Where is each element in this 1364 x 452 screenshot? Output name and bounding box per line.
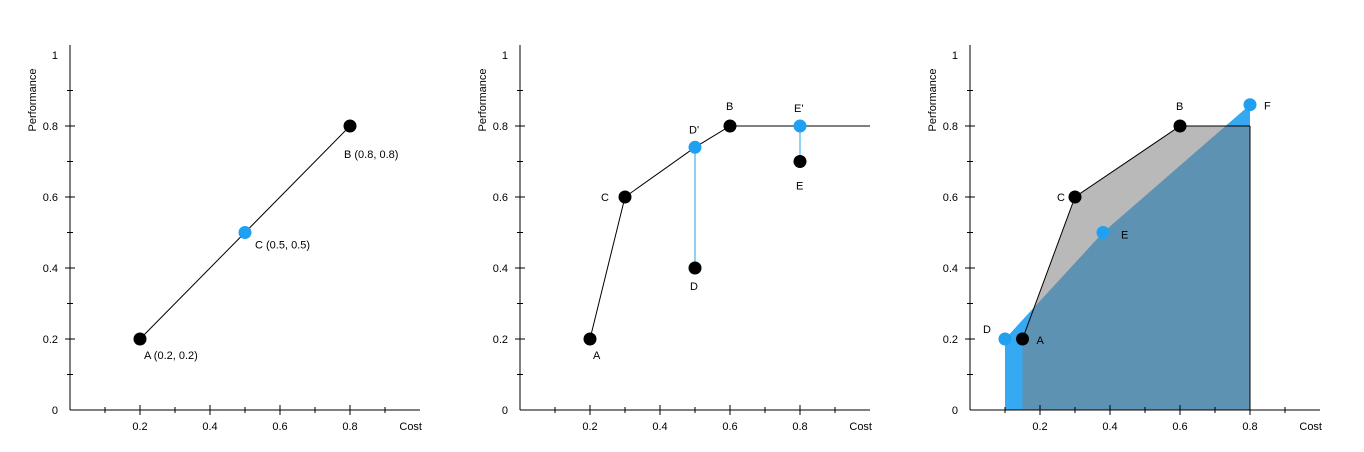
x-tick-label: 0.6 — [1172, 421, 1187, 433]
y-tick-label: 1 — [502, 50, 508, 62]
y-tick-label: 0.8 — [493, 121, 508, 133]
y-tick-label: 0.2 — [943, 334, 958, 346]
point-label: A — [1037, 335, 1045, 347]
point-label: E — [1121, 230, 1128, 242]
y-tick-label: 0 — [502, 405, 508, 417]
x-tick-label: 0.4 — [652, 421, 667, 433]
point-label: C (0.5, 0.5) — [255, 240, 310, 252]
chart-panel-2: 0.2 0.4 0.6 0.8 0 0.2 0.4 0.6 0.8 1 Cost Performanc… — [477, 45, 872, 433]
chart-panel-1: 0.2 0.4 0.6 0.8 0 0.2 0.4 0.6 0.8 1 Cost Performanc… — [27, 45, 422, 433]
point-label: B — [1176, 101, 1183, 113]
data-point — [133, 332, 147, 346]
data-point — [343, 119, 357, 133]
x-tick-label: 0.2 — [1032, 421, 1047, 433]
y-tick-label: 0.6 — [43, 192, 58, 204]
y-tick-label: 0.8 — [43, 121, 58, 133]
data-point — [723, 119, 737, 133]
y-tick-label: 0.6 — [943, 192, 958, 204]
point-label: A — [593, 350, 601, 362]
chart-panel-3: 0.2 0.4 0.6 0.8 0 0.2 0.4 0.6 0.8 1 Cost Performanc… — [927, 45, 1322, 433]
point-label: D — [983, 324, 991, 336]
data-point — [998, 332, 1012, 346]
x-axis-label: Cost — [1299, 421, 1322, 433]
data-point — [1173, 119, 1187, 133]
x-tick-label: 0.4 — [1102, 421, 1117, 433]
y-tick-label: 1 — [952, 50, 958, 62]
y-axis-label: Performance — [927, 69, 939, 132]
point-label: F — [1264, 101, 1271, 113]
y-tick-label: 0.4 — [43, 263, 58, 275]
gray-area — [1022, 126, 1250, 410]
x-tick-label: 0.6 — [722, 421, 737, 433]
point-label: E — [796, 181, 803, 193]
black-frontier-line — [1022, 125, 1250, 340]
x-tick-label: 0.6 — [272, 421, 287, 433]
x-tick-label: 0.8 — [342, 421, 357, 433]
point-label: E' — [794, 103, 803, 115]
point-label: C — [601, 192, 609, 204]
y-tick-label: 0.2 — [493, 334, 508, 346]
frontier-line — [589, 125, 870, 340]
data-point — [583, 332, 597, 346]
x-tick-label: 0.2 — [582, 421, 597, 433]
x-tick-label: 0.4 — [202, 421, 217, 433]
data-point — [793, 119, 807, 133]
point-label: B — [726, 101, 733, 113]
data-point — [1016, 332, 1029, 346]
data-point — [688, 261, 702, 275]
point-label: A (0.2, 0.2) — [144, 350, 198, 362]
y-tick-label: 0.8 — [943, 121, 958, 133]
x-tick-label: 0.8 — [792, 421, 807, 433]
data-point — [688, 140, 702, 154]
point-label: C — [1057, 192, 1065, 204]
y-tick-label: 1 — [52, 50, 58, 62]
y-tick-label: 0 — [52, 405, 58, 417]
y-tick-label: 0.4 — [493, 263, 508, 275]
data-point — [618, 190, 632, 204]
x-axis-label: Cost — [399, 421, 422, 433]
y-tick-label: 0.6 — [493, 192, 508, 204]
y-axis-label: Performance — [27, 69, 39, 132]
y-tick-label: 0.4 — [943, 263, 958, 275]
y-tick-label: 0 — [952, 405, 958, 417]
x-tick-label: 0.2 — [132, 421, 147, 433]
point-label: D — [690, 281, 698, 293]
x-axis-label: Cost — [849, 421, 872, 433]
point-label: D' — [689, 124, 699, 136]
y-tick-label: 0.2 — [43, 334, 58, 346]
data-point — [238, 226, 252, 239]
data-point — [1068, 190, 1082, 204]
data-point — [1096, 226, 1110, 239]
point-label: B (0.8, 0.8) — [344, 149, 398, 161]
x-tick-label: 0.8 — [1242, 421, 1257, 433]
data-point — [1243, 98, 1257, 112]
data-point — [793, 155, 807, 168]
y-axis-label: Performance — [477, 69, 489, 132]
